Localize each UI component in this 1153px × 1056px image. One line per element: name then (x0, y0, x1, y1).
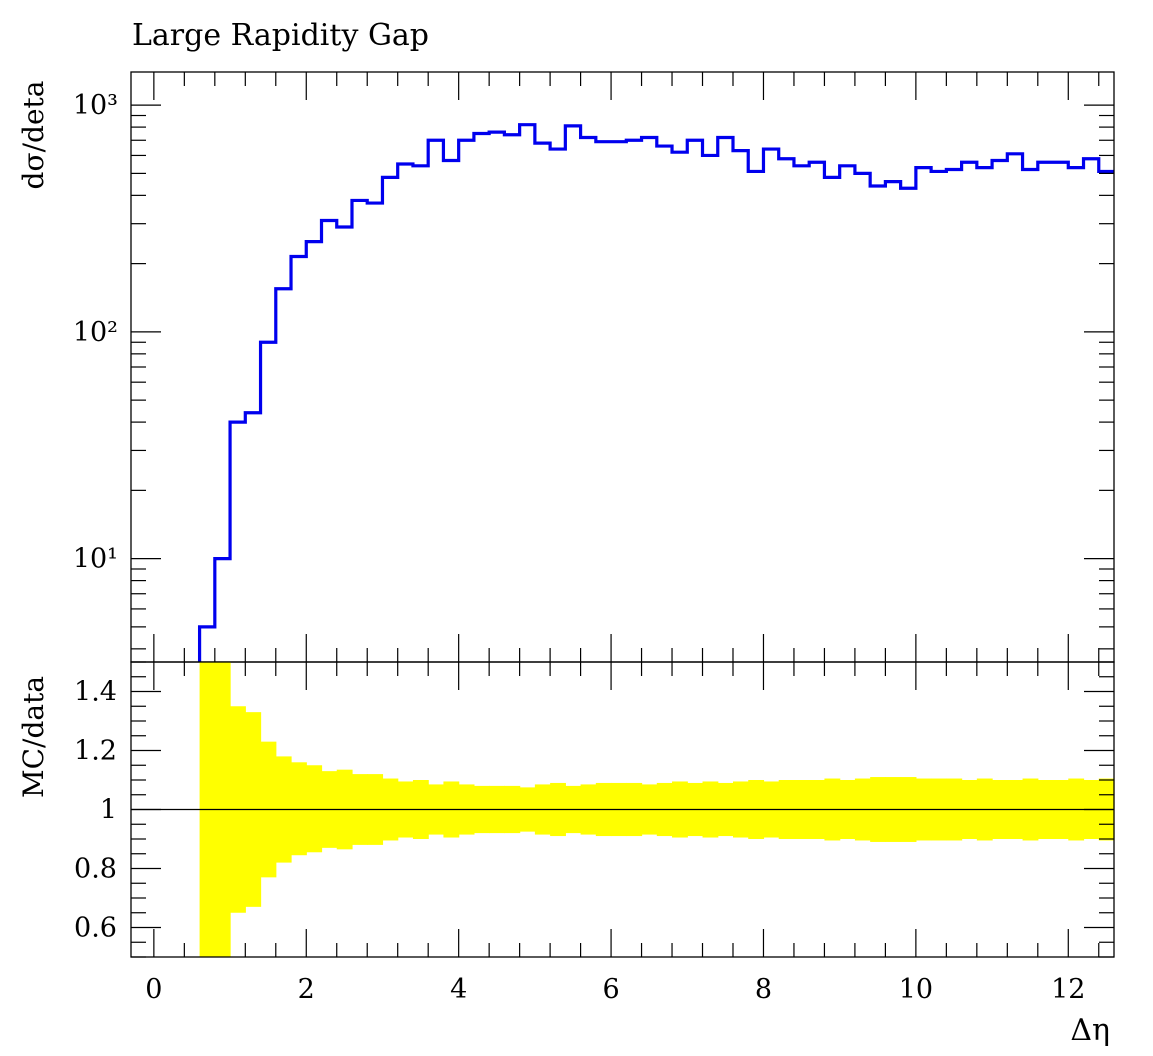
y-axis-label: dσ/deta (17, 81, 50, 190)
chart-title: Large Rapidity Gap (132, 18, 429, 53)
x-tick-label: 2 (298, 974, 315, 1005)
histogram-series (197, 123, 1114, 662)
x-tick-label: 4 (450, 974, 467, 1005)
x-tick-label: 0 (145, 974, 162, 1005)
y-tick-label: 10² (73, 317, 118, 348)
x-tick-label: 10 (899, 974, 933, 1005)
y-tick-label: 10¹ (73, 544, 118, 575)
ratio-axis-label: MC/data (17, 676, 50, 798)
ratio-band-bin (306, 765, 323, 853)
ratio-tick-label: 1.4 (74, 677, 117, 708)
main-panel: 10¹ 10² 10³ (73, 71, 1115, 957)
main-frame (130, 71, 1115, 663)
y-tick-label: 10³ (73, 90, 118, 121)
x-tick-label: 8 (755, 974, 772, 1005)
ratio-tick-label: 0.6 (74, 913, 117, 944)
ratio-tick-label: 1.2 (74, 736, 117, 767)
ratio-panel: 0 2 4 6 8 10 12 0.6 0.8 1 1.2 1.4 (74, 661, 1115, 1005)
x-tick-label: 6 (602, 974, 619, 1005)
ratio-tick-label: 0.8 (74, 854, 117, 885)
x-axis-label: Δη (1070, 1013, 1110, 1048)
ratio-tick-label: 1 (100, 795, 117, 826)
x-tick-label: 12 (1051, 974, 1085, 1005)
ratio-band-bin (291, 762, 307, 856)
